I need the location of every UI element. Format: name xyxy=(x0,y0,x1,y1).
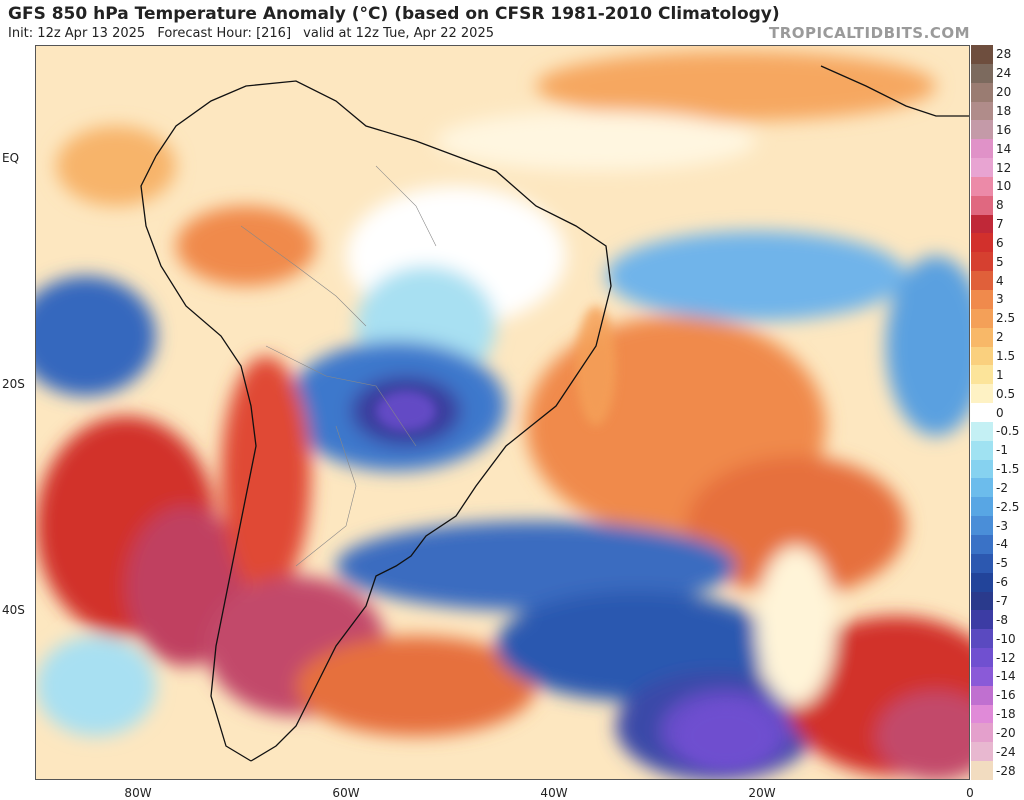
colorbar-label: -2.5 xyxy=(996,499,1020,514)
colorbar-label: 14 xyxy=(996,141,1012,156)
colorbar-swatch xyxy=(971,403,993,423)
colorbar-swatch xyxy=(971,214,993,234)
colorbar-label: 2 xyxy=(996,330,1004,345)
colorbar-swatch xyxy=(971,308,993,329)
colorbar-label: -14 xyxy=(996,669,1016,684)
colorbar-swatch xyxy=(971,139,993,159)
colorbar-swatch xyxy=(971,459,993,479)
colorbar-label: 7 xyxy=(996,217,1004,232)
colorbar-swatch xyxy=(971,271,993,291)
colorbar-label: 5 xyxy=(996,254,1004,269)
forecast-hour: Forecast Hour: [216] xyxy=(157,26,292,41)
colorbar-swatch xyxy=(971,478,993,498)
colorbar-swatch xyxy=(971,553,993,574)
colorbar-swatch xyxy=(971,365,993,385)
colorbar-label: 24 xyxy=(996,66,1012,81)
colorbar-swatch xyxy=(971,195,993,216)
lon-label-40w: 40W xyxy=(540,786,568,800)
site-credit: TROPICALTIDBITS.COM xyxy=(769,24,970,42)
init-time: Init: 12z Apr 13 2025 xyxy=(8,26,146,41)
colorbar-swatch xyxy=(971,572,993,593)
colorbar-label: 8 xyxy=(996,198,1004,213)
colorbar-label: -8 xyxy=(996,612,1008,627)
colorbar-swatch xyxy=(971,742,993,762)
lon-label-0: 0 xyxy=(966,786,974,800)
colorbar-swatch xyxy=(971,761,993,781)
colorbar-swatch xyxy=(971,516,993,536)
anomaly-map xyxy=(35,45,970,780)
chart-title: GFS 850 hPa Temperature Anomaly (°C) (ba… xyxy=(8,4,780,24)
coastline xyxy=(140,65,969,762)
colorbar-swatch xyxy=(971,158,993,178)
colorbar-label: 28 xyxy=(996,47,1012,62)
colorbar-swatch xyxy=(971,63,993,84)
colorbar-label: 20 xyxy=(996,85,1012,100)
colorbar-swatch xyxy=(971,610,993,630)
colorbar-swatch xyxy=(971,346,993,366)
colorbar-label: 16 xyxy=(996,122,1012,137)
colorbar-swatch xyxy=(971,648,993,668)
colorbar-swatch xyxy=(971,629,993,649)
lat-label-20s: 20S xyxy=(2,377,25,391)
colorbar-swatch xyxy=(971,440,993,461)
colorbar-label: -18 xyxy=(996,707,1016,722)
colorbar-label: 0 xyxy=(996,405,1004,420)
colorbar-swatch xyxy=(971,233,993,253)
colorbar-swatch xyxy=(971,497,993,517)
colorbar-label: 2.5 xyxy=(996,311,1016,326)
colorbar-label: 4 xyxy=(996,273,1004,288)
colorbar-label: -2 xyxy=(996,480,1008,495)
colorbar-swatch xyxy=(971,384,993,404)
colorbar-label: 18 xyxy=(996,103,1012,118)
colorbar-label: -0.5 xyxy=(996,424,1020,439)
colorbar-swatch xyxy=(971,535,993,555)
colorbar-label: -5 xyxy=(996,556,1008,571)
lon-label-20w: 20W xyxy=(748,786,776,800)
colorbar-label: -4 xyxy=(996,537,1008,552)
lon-label-60w: 60W xyxy=(332,786,360,800)
lat-label-eq: EQ xyxy=(2,151,20,165)
colorbar-label: -28 xyxy=(996,763,1016,778)
colorbar-swatch xyxy=(971,82,993,103)
run-info: Init: 12z Apr 13 2025 Forecast Hour: [21… xyxy=(8,26,502,41)
colorbar-label: -20 xyxy=(996,725,1016,740)
valid-time: valid at 12z Tue, Apr 22 2025 xyxy=(303,26,494,41)
colorbar-swatch xyxy=(971,176,993,197)
colorbar-label: 10 xyxy=(996,179,1012,194)
colorbar-swatch xyxy=(971,327,993,348)
colorbar-swatch xyxy=(971,666,993,687)
colorbar-swatch xyxy=(971,101,993,121)
colorbar-swatch xyxy=(971,685,993,706)
colorbar-label: 6 xyxy=(996,235,1004,250)
colorbar-label: -3 xyxy=(996,518,1008,533)
colorbar-label: -1 xyxy=(996,443,1008,458)
colorbar-label: 3 xyxy=(996,292,1004,307)
colorbar-swatch xyxy=(971,591,993,611)
colorbar-swatch xyxy=(971,120,993,140)
colorbar-swatch xyxy=(971,290,993,310)
political-borders xyxy=(240,165,437,567)
colorbar-label: -24 xyxy=(996,744,1016,759)
colorbar-label: 1 xyxy=(996,367,1004,382)
colorbar-label: -16 xyxy=(996,688,1016,703)
colorbar-swatch xyxy=(971,704,993,724)
colorbar: 28 24 20 18 16 14 12 10 8 7 6 5 4 3 2.5 2 1.5 1 0.5 0 -0.5 -1… xyxy=(971,45,1024,781)
colorbar-label: 1.5 xyxy=(996,348,1016,363)
colorbar-swatch xyxy=(971,45,993,65)
colorbar-label: 0.5 xyxy=(996,386,1016,401)
colorbar-label: -12 xyxy=(996,650,1016,665)
colorbar-label: -6 xyxy=(996,575,1008,590)
colorbar-label: 12 xyxy=(996,160,1012,175)
anomaly-field xyxy=(36,46,969,779)
lat-label-40s: 40S xyxy=(2,603,25,617)
colorbar-swatch xyxy=(971,421,993,442)
colorbar-label: -7 xyxy=(996,593,1008,608)
colorbar-swatch xyxy=(971,252,993,272)
colorbar-label: -10 xyxy=(996,631,1016,646)
colorbar-label: -1.5 xyxy=(996,462,1020,477)
lon-label-80w: 80W xyxy=(124,786,152,800)
colorbar-swatch xyxy=(971,723,993,743)
